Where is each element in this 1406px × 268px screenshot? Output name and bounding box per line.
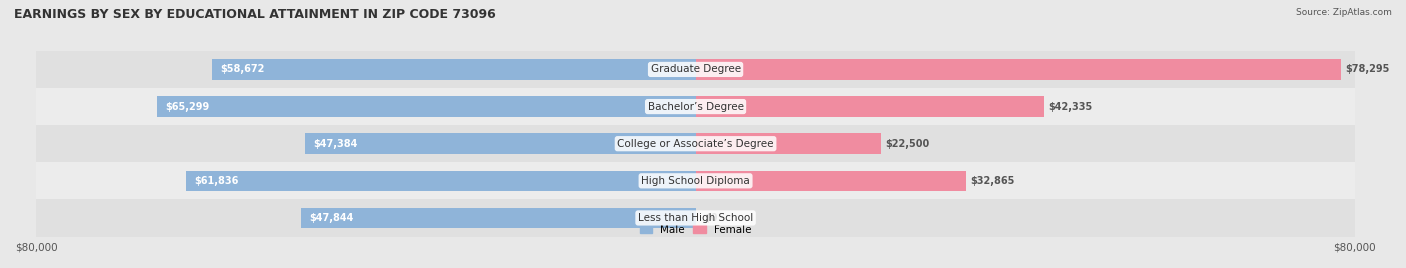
Text: Source: ZipAtlas.com: Source: ZipAtlas.com: [1296, 8, 1392, 17]
Bar: [37, 162, 1355, 199]
Text: $78,295: $78,295: [1346, 64, 1389, 75]
Text: EARNINGS BY SEX BY EDUCATIONAL ATTAINMENT IN ZIP CODE 73096: EARNINGS BY SEX BY EDUCATIONAL ATTAINMEN…: [14, 8, 496, 21]
Text: College or Associate’s Degree: College or Associate’s Degree: [617, 139, 773, 149]
Bar: [37, 88, 1355, 125]
Text: $47,384: $47,384: [314, 139, 357, 149]
Bar: [301, 208, 696, 228]
Bar: [212, 59, 696, 80]
Text: $65,299: $65,299: [166, 102, 209, 111]
Bar: [696, 133, 882, 154]
Bar: [186, 171, 696, 191]
Bar: [157, 96, 696, 117]
Text: $32,865: $32,865: [970, 176, 1015, 186]
Text: $42,335: $42,335: [1049, 102, 1092, 111]
Text: $58,672: $58,672: [221, 64, 264, 75]
Text: $61,836: $61,836: [194, 176, 239, 186]
Bar: [696, 171, 966, 191]
Text: $22,500: $22,500: [886, 139, 929, 149]
Legend: Male, Female: Male, Female: [636, 221, 756, 239]
Bar: [37, 125, 1355, 162]
Text: Less than High School: Less than High School: [638, 213, 754, 223]
Text: Bachelor’s Degree: Bachelor’s Degree: [648, 102, 744, 111]
Bar: [696, 96, 1045, 117]
Bar: [305, 133, 696, 154]
Bar: [696, 59, 1341, 80]
Text: High School Diploma: High School Diploma: [641, 176, 749, 186]
Text: $0: $0: [704, 213, 717, 223]
Text: Graduate Degree: Graduate Degree: [651, 64, 741, 75]
Bar: [37, 51, 1355, 88]
Bar: [37, 199, 1355, 236]
Text: $47,844: $47,844: [309, 213, 354, 223]
